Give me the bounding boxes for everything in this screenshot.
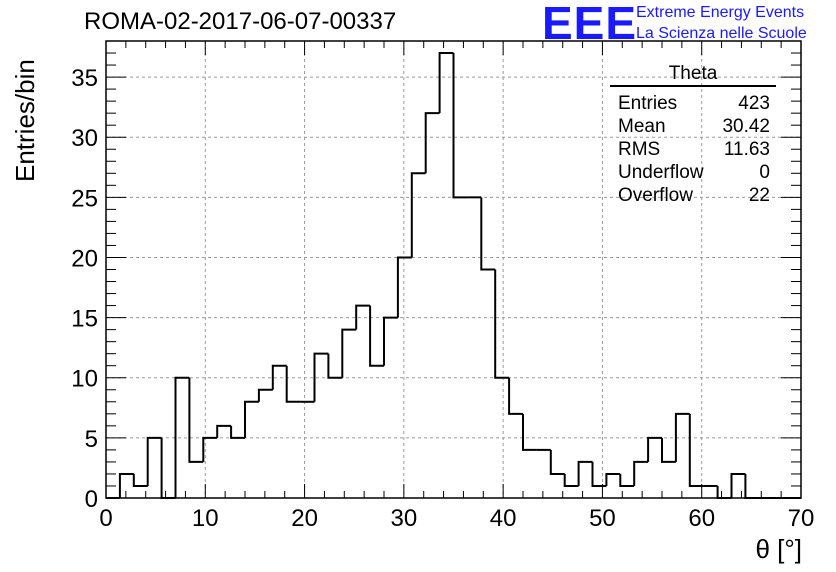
y-tick-label: 25 bbox=[71, 185, 98, 212]
histogram-bin bbox=[647, 436, 662, 462]
histogram-bin bbox=[341, 328, 357, 378]
x-tick-label: 60 bbox=[688, 505, 715, 532]
y-tick-label: 10 bbox=[71, 366, 98, 393]
histogram-bin bbox=[730, 472, 746, 498]
stats-value: 0 bbox=[759, 162, 770, 183]
stats-value: 30.42 bbox=[722, 116, 770, 137]
histogram-bin bbox=[369, 305, 384, 367]
y-tick-label: 0 bbox=[85, 486, 98, 513]
stats-row-underflow: Underflow 0 bbox=[608, 161, 778, 184]
y-tick-label: 30 bbox=[71, 125, 98, 152]
stats-label: Mean bbox=[618, 116, 666, 137]
y-tick-label: 20 bbox=[71, 245, 98, 272]
stats-title: Theta bbox=[610, 62, 776, 87]
x-tick-label: 40 bbox=[490, 505, 517, 532]
histogram-bin bbox=[188, 377, 204, 463]
stats-value: 423 bbox=[738, 93, 770, 114]
histogram-bin bbox=[383, 316, 398, 366]
histogram-bin bbox=[661, 437, 676, 463]
histogram-bin bbox=[230, 425, 245, 439]
stats-label: RMS bbox=[618, 139, 661, 160]
histogram-bin bbox=[605, 472, 621, 486]
histogram-bin bbox=[174, 376, 190, 498]
histogram-bin bbox=[396, 256, 412, 318]
histogram-bin bbox=[285, 365, 301, 403]
histogram-bin bbox=[271, 364, 287, 390]
histogram-bin bbox=[257, 388, 273, 402]
logo-line-1: Extreme Energy Events bbox=[636, 4, 805, 21]
y-tick-label: 35 bbox=[71, 65, 98, 92]
plot-frame bbox=[105, 40, 802, 499]
histogram-bin bbox=[591, 461, 607, 487]
histogram-bin bbox=[327, 353, 343, 379]
histogram-bin bbox=[494, 269, 510, 379]
x-axis-label: θ [°] bbox=[755, 534, 802, 564]
x-tick-label: 30 bbox=[391, 505, 418, 532]
stats-row-entries: Entries 423 bbox=[608, 92, 778, 115]
histogram-bin bbox=[216, 424, 232, 438]
stats-box: Theta Entries 423 Mean 30.42 RMS 11.63 U… bbox=[608, 62, 778, 207]
logo-line-2: La Scienza nelle Scuole bbox=[636, 25, 807, 42]
histogram-bin bbox=[619, 473, 635, 487]
histogram-bin bbox=[202, 436, 218, 462]
histogram-bin bbox=[438, 52, 454, 114]
stats-label: Overflow bbox=[618, 185, 693, 206]
histogram-bin bbox=[522, 413, 537, 451]
histogram-bin bbox=[452, 53, 468, 199]
histogram-bin bbox=[355, 304, 371, 330]
stats-row-rms: RMS 11.63 bbox=[608, 138, 778, 161]
stats-label: Underflow bbox=[618, 162, 704, 183]
histogram-bin bbox=[132, 473, 148, 487]
histogram-bin bbox=[563, 473, 579, 487]
x-tick-label: 70 bbox=[788, 505, 815, 532]
y-axis-label: Entries/bin bbox=[10, 59, 40, 182]
histogram-bin bbox=[146, 436, 162, 486]
histogram-bin bbox=[674, 412, 690, 462]
x-tick-label: 20 bbox=[291, 505, 318, 532]
y-tick-label: 5 bbox=[85, 426, 98, 453]
histogram-bin bbox=[313, 352, 329, 402]
x-tick-label: 50 bbox=[589, 505, 616, 532]
histogram-bin bbox=[424, 112, 440, 174]
histogram-bin bbox=[118, 472, 134, 498]
histogram-bin bbox=[244, 400, 259, 438]
histogram-bin bbox=[577, 460, 593, 486]
stats-value: 22 bbox=[748, 185, 770, 206]
histogram-bin bbox=[160, 437, 176, 499]
chart-title: ROMA-02-2017-06-07-00337 bbox=[84, 8, 397, 35]
stats-row-mean: Mean 30.42 bbox=[608, 115, 778, 138]
x-tick-label: 0 bbox=[99, 505, 112, 532]
histogram-bin bbox=[410, 172, 426, 258]
histogram-bin bbox=[480, 197, 496, 271]
stats-row-overflow: Overflow 22 bbox=[608, 184, 778, 207]
histogram-bin bbox=[633, 460, 649, 486]
y-tick-label: 15 bbox=[71, 306, 98, 333]
histogram-bin bbox=[549, 449, 565, 475]
histogram-bin bbox=[508, 377, 523, 415]
x-tick-label: 10 bbox=[192, 505, 219, 532]
histogram-bin bbox=[716, 485, 732, 499]
stats-value: 11.63 bbox=[723, 139, 770, 160]
histogram-bin bbox=[688, 413, 704, 487]
eee-logo: EEE bbox=[542, 0, 638, 49]
stats-label: Entries bbox=[618, 93, 678, 114]
histogram-bin bbox=[744, 473, 760, 499]
